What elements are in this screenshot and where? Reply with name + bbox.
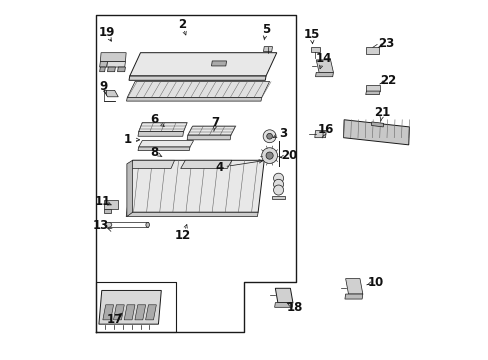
Circle shape [265, 152, 273, 159]
Circle shape [263, 130, 276, 143]
Polygon shape [344, 294, 362, 299]
Polygon shape [107, 67, 115, 72]
Text: 6: 6 [150, 113, 159, 126]
Polygon shape [126, 212, 258, 217]
Polygon shape [129, 53, 276, 76]
Polygon shape [187, 126, 235, 135]
Text: 22: 22 [379, 74, 395, 87]
Polygon shape [275, 288, 292, 303]
Polygon shape [345, 279, 362, 294]
Text: 7: 7 [211, 116, 220, 129]
Polygon shape [129, 76, 265, 80]
Polygon shape [272, 196, 284, 199]
Polygon shape [366, 85, 379, 91]
Polygon shape [127, 81, 269, 98]
Polygon shape [316, 60, 333, 72]
Polygon shape [138, 132, 183, 136]
Text: 12: 12 [174, 229, 190, 242]
Polygon shape [126, 160, 264, 212]
Polygon shape [117, 67, 125, 72]
Polygon shape [126, 160, 132, 217]
Text: 16: 16 [317, 123, 334, 136]
Polygon shape [274, 303, 292, 307]
Text: 5: 5 [262, 23, 269, 36]
Circle shape [261, 148, 277, 163]
Text: 19: 19 [98, 27, 114, 40]
Polygon shape [371, 122, 383, 127]
Polygon shape [106, 62, 125, 67]
Text: 8: 8 [150, 145, 158, 158]
Polygon shape [211, 61, 226, 66]
Polygon shape [124, 305, 135, 320]
Circle shape [273, 173, 283, 183]
Polygon shape [310, 46, 319, 51]
Text: 4: 4 [215, 161, 223, 174]
Polygon shape [100, 62, 107, 67]
Circle shape [266, 134, 272, 139]
Text: 20: 20 [281, 149, 297, 162]
Polygon shape [187, 135, 230, 140]
Circle shape [273, 185, 283, 195]
Polygon shape [145, 305, 156, 320]
Text: 17: 17 [106, 313, 122, 327]
Ellipse shape [104, 222, 112, 227]
Polygon shape [104, 200, 118, 210]
Text: 13: 13 [92, 219, 108, 233]
Ellipse shape [145, 222, 149, 227]
Polygon shape [126, 98, 261, 101]
Polygon shape [263, 46, 272, 51]
Polygon shape [113, 305, 124, 320]
Polygon shape [138, 147, 190, 150]
Polygon shape [366, 47, 378, 54]
Circle shape [273, 179, 283, 189]
Polygon shape [99, 291, 161, 324]
Polygon shape [135, 305, 145, 320]
Polygon shape [100, 53, 126, 62]
Polygon shape [100, 67, 105, 72]
Text: 14: 14 [315, 51, 331, 64]
Polygon shape [343, 120, 408, 145]
Text: 2: 2 [177, 18, 185, 31]
Polygon shape [365, 91, 379, 95]
Polygon shape [180, 160, 231, 168]
Polygon shape [104, 210, 111, 213]
Polygon shape [104, 90, 118, 97]
Text: 11: 11 [95, 195, 111, 208]
Text: 18: 18 [286, 301, 302, 314]
Polygon shape [139, 140, 193, 147]
Polygon shape [315, 72, 333, 77]
Polygon shape [314, 131, 325, 138]
Text: 10: 10 [366, 276, 383, 289]
Text: 23: 23 [377, 36, 393, 50]
Text: 15: 15 [303, 28, 320, 41]
Text: 9: 9 [100, 80, 108, 93]
Polygon shape [102, 305, 113, 320]
Polygon shape [129, 160, 174, 168]
Polygon shape [139, 123, 187, 132]
Text: 1: 1 [123, 133, 132, 146]
Text: 21: 21 [374, 106, 390, 119]
Text: 3: 3 [279, 127, 287, 140]
